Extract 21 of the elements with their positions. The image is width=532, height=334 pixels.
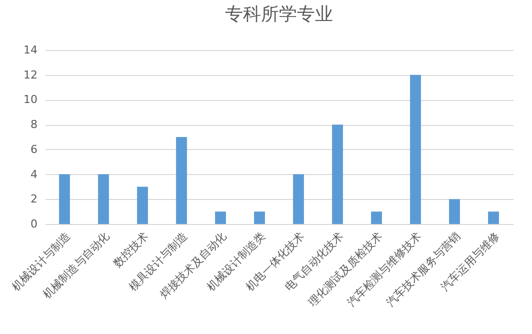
bar xyxy=(215,212,226,224)
y-tick-label: 4 xyxy=(30,168,38,181)
y-tick-label: 0 xyxy=(30,218,38,230)
y-tick-label: 6 xyxy=(30,142,38,156)
bar xyxy=(137,186,148,224)
bar xyxy=(293,174,304,224)
bar xyxy=(98,174,109,224)
y-tick-label: 14 xyxy=(24,44,38,56)
bar xyxy=(449,199,460,224)
y-tick-label: 2 xyxy=(30,192,38,206)
y-tick-label: 12 xyxy=(24,68,38,82)
bar xyxy=(59,174,70,224)
bar xyxy=(371,212,382,224)
bar xyxy=(254,212,265,224)
bar xyxy=(488,212,499,224)
y-tick-label: 10 xyxy=(24,93,38,106)
chart-title: 专科所学专业 xyxy=(225,4,333,25)
y-tick-label: 8 xyxy=(30,118,38,132)
bar xyxy=(410,74,421,224)
bar xyxy=(176,137,187,224)
bar xyxy=(332,124,343,224)
